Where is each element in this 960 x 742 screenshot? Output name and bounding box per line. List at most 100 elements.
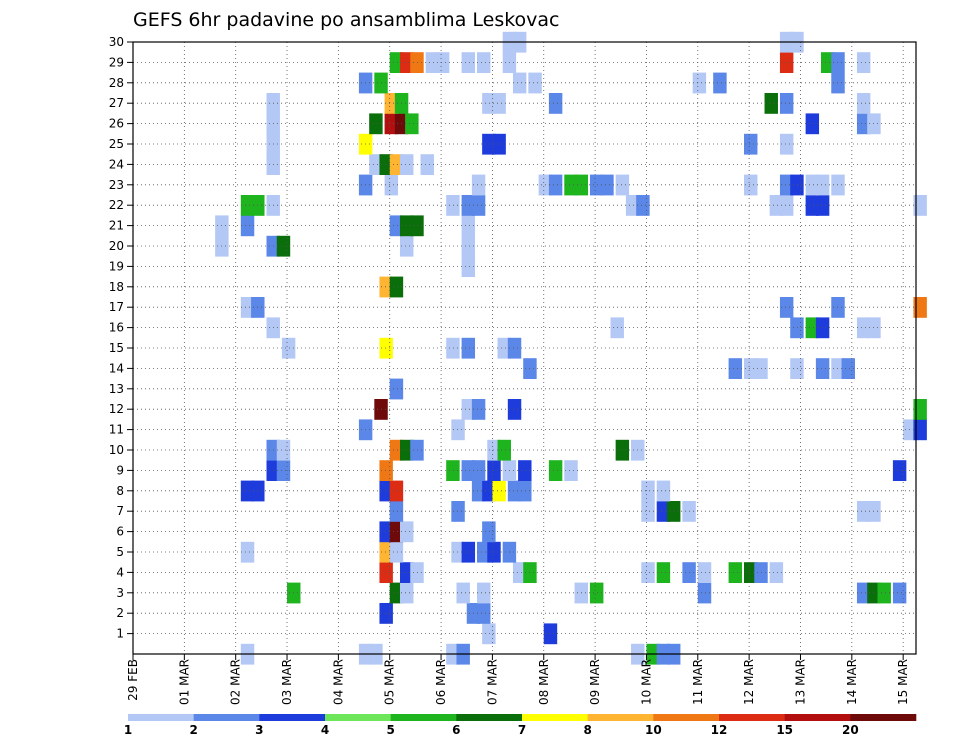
precip-cell bbox=[913, 297, 927, 318]
colorbar-swatch bbox=[587, 714, 654, 721]
y-tick-label: 27 bbox=[109, 96, 124, 110]
precip-cell bbox=[435, 52, 450, 73]
x-tick-label: 08 MAR bbox=[537, 659, 551, 705]
y-tick-label: 28 bbox=[109, 76, 124, 90]
y-tick-label: 23 bbox=[109, 178, 124, 192]
colorbar-label: 3 bbox=[255, 723, 263, 737]
x-tick-label: 29 FEB bbox=[126, 659, 140, 701]
precip-cell bbox=[564, 174, 578, 196]
colorbar-label: 7 bbox=[518, 723, 526, 737]
precip-cell bbox=[692, 72, 707, 94]
precip-cell bbox=[764, 93, 778, 114]
precip-cell bbox=[389, 582, 404, 604]
precip-cell bbox=[518, 460, 532, 481]
precip-cell bbox=[451, 541, 465, 563]
precip-cell bbox=[399, 521, 414, 543]
y-tick-label: 8 bbox=[116, 484, 124, 498]
y-tick-label: 15 bbox=[109, 341, 124, 355]
precip-cell bbox=[754, 358, 768, 379]
precip-cell bbox=[815, 195, 830, 216]
y-tick-label: 13 bbox=[109, 382, 124, 396]
precip-cell bbox=[805, 113, 820, 135]
precip-cell bbox=[482, 480, 496, 502]
precip-cell bbox=[389, 52, 404, 73]
precip-cell bbox=[492, 480, 506, 502]
precip-cell bbox=[240, 195, 255, 216]
precip-cell bbox=[744, 174, 758, 196]
precip-cell bbox=[507, 337, 522, 359]
y-tick-label: 12 bbox=[109, 402, 124, 416]
y-axis: 1234567891011121314151617181920212223242… bbox=[109, 35, 133, 641]
precip-cell bbox=[461, 52, 476, 73]
colorbar-label: 10 bbox=[645, 723, 662, 737]
precip-cell bbox=[379, 154, 393, 175]
colorbar-swatch bbox=[325, 714, 391, 721]
precip-cell bbox=[446, 195, 460, 216]
precip-cell bbox=[600, 174, 614, 196]
precip-cell bbox=[913, 195, 927, 216]
precip-cell bbox=[892, 460, 907, 481]
colorbar-label: 6 bbox=[452, 723, 460, 737]
precip-cell bbox=[276, 439, 291, 461]
precip-cell bbox=[379, 480, 393, 502]
precip-cell bbox=[389, 480, 404, 502]
precip-cell bbox=[728, 562, 743, 583]
precip-cell bbox=[892, 582, 907, 604]
precip-cell bbox=[790, 358, 804, 379]
precip-cell bbox=[856, 52, 871, 73]
precip-cell bbox=[405, 113, 419, 135]
colorbar-label: 2 bbox=[189, 723, 197, 737]
precip-cell bbox=[389, 541, 404, 563]
precip-cell bbox=[805, 174, 820, 196]
precip-cell bbox=[805, 195, 820, 216]
x-tick-label: 02 MAR bbox=[229, 659, 243, 705]
precip-cell bbox=[744, 562, 758, 583]
y-tick-label: 5 bbox=[116, 545, 124, 559]
precip-cell bbox=[779, 133, 794, 155]
precip-cell bbox=[492, 133, 506, 155]
precip-cell bbox=[625, 195, 640, 216]
precip-cell bbox=[384, 113, 399, 135]
precip-cell bbox=[641, 562, 655, 583]
precip-cell bbox=[240, 215, 255, 237]
x-tick-label: 12 MAR bbox=[742, 659, 756, 705]
x-tick-label: 04 MAR bbox=[331, 659, 345, 705]
y-tick-label: 30 bbox=[109, 35, 124, 49]
x-tick-label: 06 MAR bbox=[434, 659, 448, 705]
precip-cell bbox=[477, 52, 491, 73]
precip-cell bbox=[461, 256, 476, 277]
precipitation-cells bbox=[215, 31, 927, 665]
precip-cell bbox=[779, 195, 794, 216]
y-tick-label: 19 bbox=[109, 259, 124, 273]
y-tick-label: 7 bbox=[116, 504, 124, 518]
precip-cell bbox=[913, 399, 927, 420]
precip-cell bbox=[389, 439, 404, 461]
colorbar-swatch bbox=[850, 714, 917, 721]
precip-cell bbox=[856, 582, 871, 604]
precip-cell bbox=[512, 562, 527, 583]
precip-cell bbox=[805, 317, 820, 339]
precip-cell bbox=[636, 195, 650, 216]
precip-cell bbox=[507, 480, 522, 502]
precip-cell bbox=[528, 72, 542, 94]
precip-cell bbox=[461, 215, 476, 237]
y-tick-label: 16 bbox=[109, 321, 124, 335]
precip-cell bbox=[656, 562, 671, 583]
precip-cell bbox=[399, 235, 414, 257]
precip-cell bbox=[399, 154, 414, 175]
precip-cell bbox=[656, 480, 671, 502]
precip-cell bbox=[369, 113, 383, 135]
precip-cell bbox=[276, 460, 291, 481]
precip-cell bbox=[615, 174, 630, 196]
x-tick-label: 05 MAR bbox=[383, 659, 397, 705]
precip-cell bbox=[240, 480, 255, 502]
y-tick-label: 11 bbox=[109, 423, 124, 437]
precip-cell bbox=[389, 154, 404, 175]
precip-cell bbox=[379, 276, 393, 298]
precip-cell bbox=[389, 215, 404, 237]
y-tick-label: 10 bbox=[109, 443, 124, 457]
y-tick-label: 14 bbox=[109, 361, 124, 375]
precip-cell bbox=[641, 480, 655, 502]
precip-cell bbox=[399, 215, 414, 237]
precip-cell bbox=[477, 603, 491, 624]
